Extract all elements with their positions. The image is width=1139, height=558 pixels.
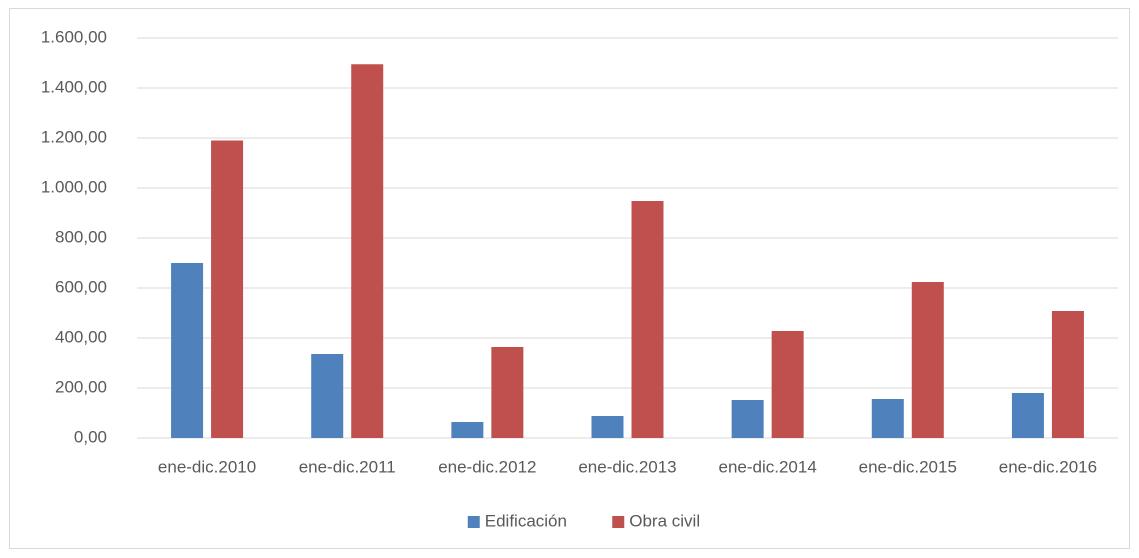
y-tick-label: 800,00 [55,227,107,246]
x-tick-label: ene-dic.2013 [578,457,676,476]
y-tick-label: 200,00 [55,377,107,396]
bar [451,422,484,438]
y-tick-label: 1.000,00 [41,177,107,196]
bar [351,64,384,438]
bar [311,354,344,438]
y-tick-label: 400,00 [55,327,107,346]
x-tick-label: ene-dic.2010 [158,457,256,476]
bar [171,263,204,438]
y-tick-label: 1.200,00 [41,127,107,146]
y-tick-label: 0,00 [74,427,107,446]
legend-swatch [612,516,625,528]
bar [211,140,244,438]
x-tick-label: ene-dic.2016 [999,457,1097,476]
y-tick-label: 1.600,00 [41,27,107,46]
x-tick-label: ene-dic.2014 [718,457,816,476]
x-tick-label: ene-dic.2015 [859,457,957,476]
x-tick-label: ene-dic.2012 [438,457,536,476]
bar [731,400,764,438]
bar [771,331,804,438]
y-tick-label: 1.400,00 [41,77,107,96]
bar [911,282,944,438]
bar [1051,311,1084,438]
legend-label: Obra civil [629,511,700,530]
bar [1011,393,1044,438]
legend-swatch [467,516,480,528]
bar [631,201,664,438]
x-tick-label: ene-dic.2011 [299,457,396,476]
bar [871,399,904,438]
bar [591,416,624,438]
legend-label: Edificación [485,511,567,530]
y-tick-label: 600,00 [55,277,107,296]
bar [491,347,524,438]
